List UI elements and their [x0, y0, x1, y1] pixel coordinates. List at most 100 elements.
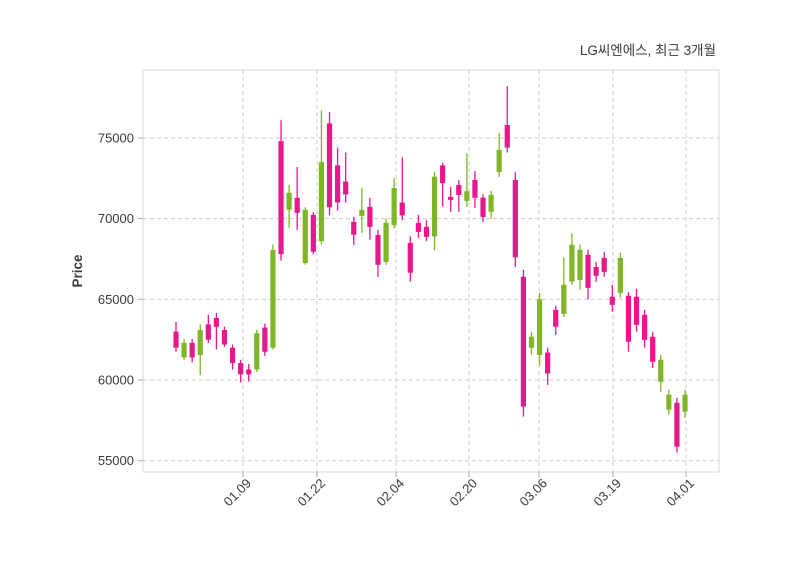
candle-40 — [496, 133, 502, 177]
candle-60 — [658, 354, 664, 392]
x-tick-label: 04.01 — [663, 476, 697, 510]
x-tick-label: 02.04 — [373, 476, 407, 510]
candle-23 — [359, 187, 365, 233]
plot-border — [142, 69, 720, 473]
candle-body — [302, 209, 308, 264]
x-tick-label: 01.09 — [220, 476, 254, 510]
candle-body — [294, 197, 300, 213]
candle-6 — [221, 326, 228, 347]
candle-54 — [609, 284, 615, 312]
candle-32 — [431, 171, 438, 251]
candle-body — [650, 336, 656, 362]
candle-body — [642, 314, 648, 340]
x-tick-label: 03.06 — [517, 476, 551, 510]
candle-24 — [367, 197, 373, 240]
candle-30 — [415, 214, 421, 238]
candle-17 — [310, 212, 316, 255]
candle-body — [609, 296, 615, 305]
candle-7 — [229, 344, 236, 370]
candle-body — [254, 333, 260, 370]
candle-0 — [173, 321, 179, 352]
candle-body — [173, 331, 179, 348]
candle-body — [480, 197, 486, 218]
y-tick-label: 70000 — [98, 211, 134, 226]
candle-wick — [401, 157, 403, 221]
candle-body — [593, 267, 599, 276]
candle-49 — [569, 233, 575, 285]
candles-series — [173, 86, 688, 453]
candle-body — [423, 226, 430, 237]
chart-title: LG씨엔에스, 최근 3개월 — [580, 43, 716, 58]
candle-63 — [682, 389, 688, 418]
candle-body — [464, 191, 470, 201]
candle-body — [625, 295, 632, 342]
candle-body — [448, 196, 454, 200]
y-tick-label: 65000 — [98, 292, 134, 307]
candle-34 — [448, 186, 454, 212]
candle-body — [221, 329, 228, 345]
candle-51 — [585, 249, 591, 300]
candle-25 — [375, 229, 381, 277]
candle-38 — [480, 194, 486, 222]
candle-44 — [528, 331, 535, 355]
candle-body — [440, 165, 446, 184]
candle-50 — [577, 244, 583, 290]
candle-36 — [464, 153, 470, 207]
candle-body — [270, 250, 276, 348]
candle-body — [674, 402, 680, 447]
candle-body — [472, 179, 478, 198]
candle-body — [383, 222, 389, 262]
y-tick-label: 55000 — [98, 453, 134, 468]
candle-58 — [642, 309, 648, 348]
candle-20 — [334, 147, 341, 211]
candle-body — [375, 234, 381, 265]
candle-body — [658, 359, 664, 382]
candle-31 — [423, 220, 430, 242]
candle-body — [197, 329, 203, 355]
candle-62 — [674, 397, 680, 453]
candle-body — [189, 342, 195, 358]
candle-42 — [512, 171, 518, 267]
candle-61 — [666, 389, 672, 415]
candle-27 — [391, 178, 397, 229]
candle-body — [666, 394, 672, 410]
candle-2 — [189, 338, 195, 363]
candle-body — [286, 192, 292, 210]
candle-55 — [617, 252, 623, 298]
candle-15 — [294, 166, 300, 230]
candle-body — [213, 317, 219, 327]
candle-9 — [246, 363, 252, 382]
candle-body — [496, 149, 502, 172]
candle-body — [343, 181, 349, 195]
candle-8 — [238, 359, 244, 383]
candle-48 — [561, 257, 567, 318]
candle-body — [577, 249, 583, 280]
x-tick-label: 03.19 — [591, 476, 625, 510]
candle-body — [367, 206, 373, 227]
candle-43 — [520, 269, 527, 417]
candle-body — [318, 162, 325, 242]
candle-body — [399, 202, 405, 216]
candle-wick — [441, 162, 444, 207]
candle-body — [359, 209, 365, 216]
candle-39 — [488, 190, 494, 219]
candle-body — [504, 125, 510, 148]
x-tick-labels: 01.09 01.22 02.04 02.20 03.06 03.19 04.01 — [220, 476, 697, 510]
candle-14 — [286, 184, 292, 228]
candle-52 — [593, 261, 599, 282]
y-tick-label: 75000 — [98, 130, 134, 145]
candle-57 — [633, 288, 640, 332]
candle-body — [262, 327, 268, 352]
candle-18 — [318, 110, 325, 245]
candle-21 — [343, 152, 349, 203]
x-tick-label: 01.22 — [294, 476, 328, 510]
candle-wick — [215, 313, 218, 350]
candle-body — [633, 296, 640, 325]
candle-wick — [466, 153, 468, 207]
candle-11 — [262, 323, 268, 356]
candle-45 — [536, 292, 543, 366]
candle-12 — [270, 244, 276, 350]
candle-47 — [553, 305, 559, 335]
